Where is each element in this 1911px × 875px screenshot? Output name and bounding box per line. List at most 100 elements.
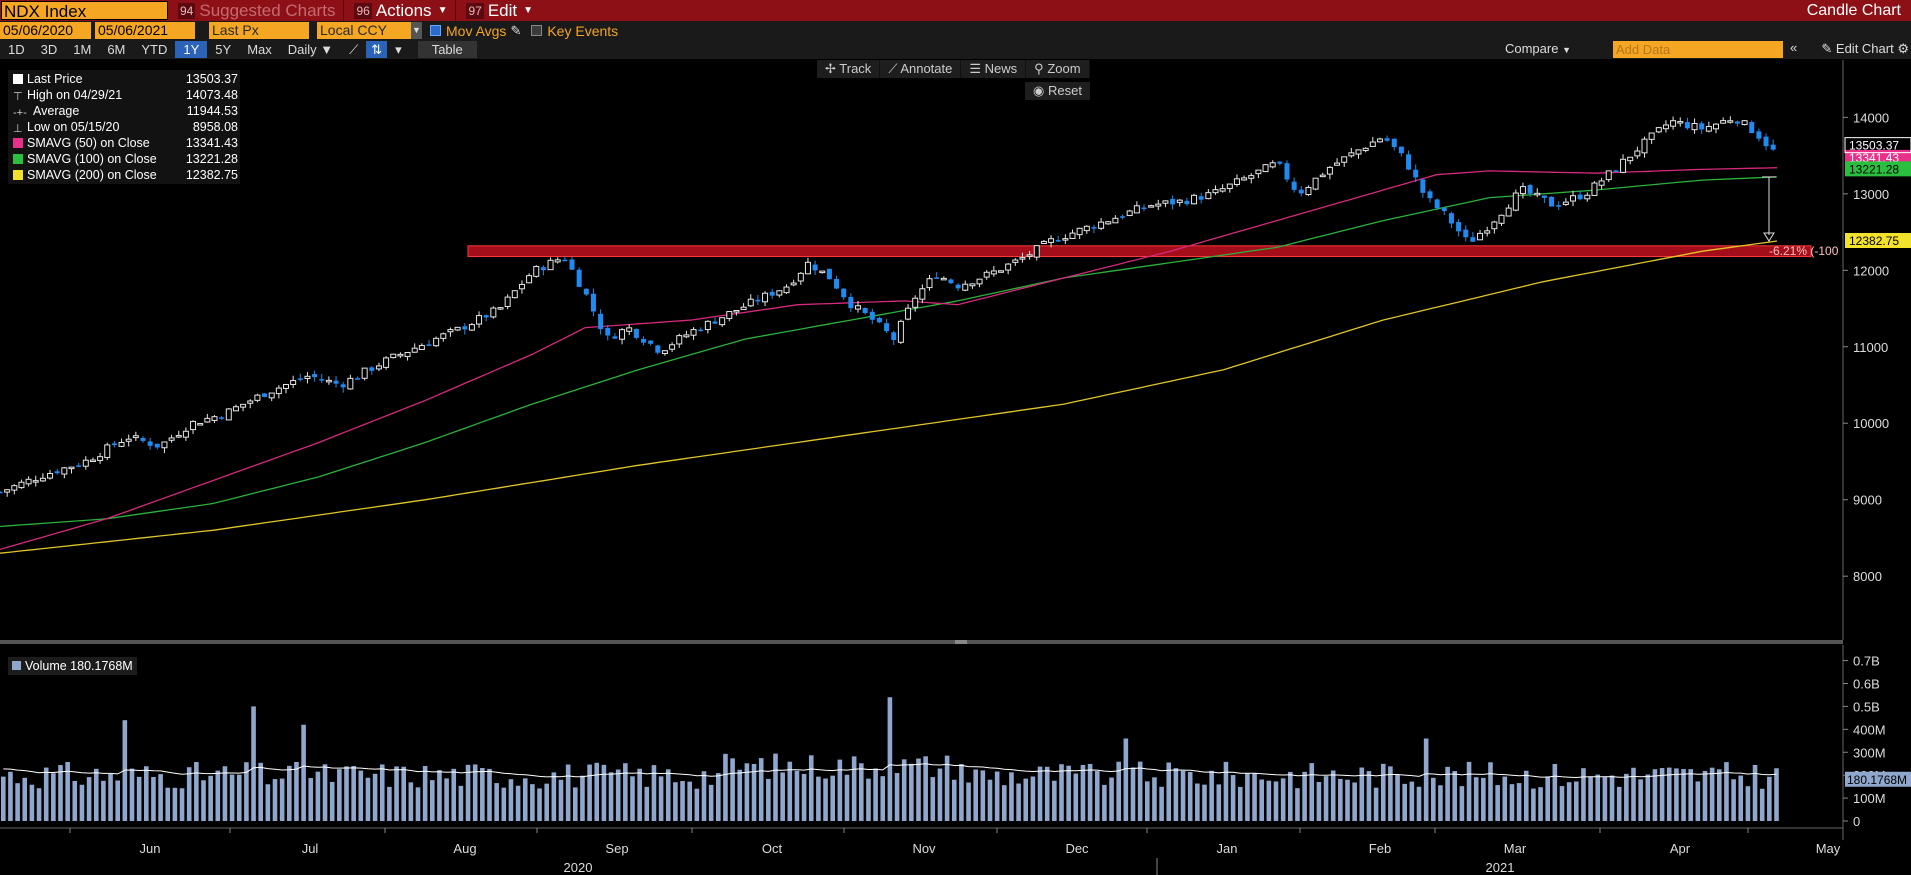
candle-body <box>869 311 875 320</box>
legend-row-average[interactable]: -+- Average 11944.53 <box>10 103 238 119</box>
volume-bar <box>1681 769 1686 821</box>
volume-bar <box>165 787 171 821</box>
date-to-input[interactable]: 05/06/2021 <box>95 22 195 39</box>
candle-body <box>783 286 790 294</box>
radio-icon: ◉ <box>1033 83 1045 98</box>
collapse-icon[interactable]: « <box>1790 40 1798 55</box>
volume-bar <box>201 780 206 821</box>
volume-bar <box>930 777 936 821</box>
actions-menu[interactable]: 96 Actions ▼ <box>354 1 447 21</box>
volume-bar <box>580 775 585 821</box>
volume-bar <box>587 764 592 821</box>
mov-avgs-checkbox[interactable] <box>430 25 441 36</box>
annotate-tool[interactable]: ⟋ Annotate <box>880 60 962 78</box>
volume-bar <box>1187 771 1193 821</box>
legend-row-sma100[interactable]: SMAVG (100) on Close 13221.28 <box>10 151 238 167</box>
chevron-down-icon[interactable]: ▼ <box>411 22 422 39</box>
currency-select[interactable]: Local CCY <box>317 22 411 39</box>
legend-row-last-price[interactable]: Last Price 13503.37 <box>10 71 238 87</box>
volume-bar <box>1588 776 1593 821</box>
track-tool[interactable]: ✢ Track <box>817 60 881 78</box>
candle-body <box>1112 217 1119 224</box>
add-data-input[interactable]: Add Data <box>1613 41 1783 58</box>
candle-body <box>804 261 811 275</box>
candle-body <box>983 271 990 278</box>
volume-bar <box>651 765 657 821</box>
period-max[interactable]: Max <box>247 42 272 57</box>
volume-bar <box>451 768 457 821</box>
volume-bar <box>1731 779 1736 821</box>
period-1y[interactable]: 1Y <box>175 41 208 58</box>
volume-legend[interactable]: Volume 180.1768M <box>8 657 137 675</box>
line-chart-icon[interactable]: ⟋ <box>349 42 359 57</box>
candle-body <box>884 323 890 332</box>
suggested-charts-menu[interactable]: 94 Suggested Charts <box>178 1 335 21</box>
volume-bar <box>1309 763 1315 821</box>
zoom-tool[interactable]: ⚲ Zoom <box>1026 60 1090 78</box>
key-events-label[interactable]: Key Events <box>547 22 619 39</box>
pane-resize-handle[interactable] <box>955 640 967 644</box>
volume-bar <box>601 764 607 821</box>
volume-bar <box>1466 761 1472 821</box>
sma100-price-label: 13221.28 <box>1849 162 1899 176</box>
edit-menu[interactable]: 97 Edit ▼ <box>466 1 533 21</box>
volume-bar <box>830 775 835 821</box>
period-5y[interactable]: 5Y <box>215 42 232 57</box>
period-3d[interactable]: 3D <box>40 42 58 57</box>
volume-bar <box>1237 786 1243 821</box>
edit-chart-button[interactable]: ✎ Edit Chart ⚙ <box>1821 41 1909 57</box>
candle-body <box>297 378 303 380</box>
candle-body <box>182 430 189 438</box>
candle-body <box>740 306 747 311</box>
volume-bar <box>544 783 549 821</box>
candle-body <box>1170 198 1176 205</box>
period-ytd[interactable]: YTD <box>141 42 168 57</box>
volume-bar <box>1395 774 1400 821</box>
sma-path <box>0 176 1778 528</box>
legend-row-sma50[interactable]: SMAVG (50) on Close 13341.43 <box>10 135 238 151</box>
candle-body <box>1012 259 1019 263</box>
volume-bar <box>901 759 907 821</box>
candle-body <box>762 292 769 303</box>
interval-select[interactable]: Daily ▼ <box>280 41 341 58</box>
field-select[interactable]: Last Px <box>209 22 309 39</box>
volume-bar <box>923 756 928 821</box>
candle-body <box>897 320 904 343</box>
volume-tick-label: 300M <box>1853 745 1886 760</box>
period-1m[interactable]: 1M <box>73 42 92 57</box>
track-label: Track <box>839 61 872 76</box>
legend-row-high[interactable]: ⊤ High on 04/29/21 14073.48 <box>10 87 238 103</box>
candle-body <box>1005 263 1012 271</box>
candle-body <box>476 315 483 325</box>
candle-body <box>111 443 117 446</box>
candle-body <box>68 466 75 470</box>
news-tool[interactable]: ☰ News <box>961 60 1027 78</box>
period-1d[interactable]: 1D <box>8 42 25 57</box>
candle-body <box>312 374 318 378</box>
candle-body <box>755 299 761 302</box>
chevron-down-icon[interactable]: ▾ <box>395 42 402 57</box>
date-from-input[interactable]: 05/06/2020 <box>0 22 91 39</box>
candle-body <box>569 259 575 270</box>
period-6m[interactable]: 6M <box>107 42 126 57</box>
mov-avgs-label[interactable]: Mov Avgs <box>446 22 507 39</box>
candle-body <box>905 307 912 320</box>
legend-row-low[interactable]: ⊥ Low on 05/15/20 8958.08 <box>10 119 238 135</box>
reset-button[interactable]: ◉ Reset <box>1025 82 1090 100</box>
candle-body <box>1162 200 1169 204</box>
candle-body <box>955 284 961 289</box>
key-events-checkbox[interactable] <box>531 25 543 36</box>
volume-bar <box>229 774 235 821</box>
pencil-icon[interactable]: ✎ <box>510 22 522 38</box>
candle-body <box>726 311 733 320</box>
volume-bar <box>551 772 557 821</box>
table-button[interactable]: Table <box>417 41 477 58</box>
legend-row-sma200[interactable]: SMAVG (200) on Close 12382.75 <box>10 167 238 183</box>
candle-chart-icon[interactable]: ⇅ <box>366 41 388 58</box>
x-axis: Jun Jul Aug Sep Oct Nov Dec Jan Feb Mar Apr May 2020… <box>0 827 1843 875</box>
volume-bar <box>93 768 99 821</box>
ticker-input[interactable]: NDX Index <box>1 1 168 21</box>
volume-bar <box>859 763 864 821</box>
compare-menu[interactable]: Compare ▼ <box>1505 41 1571 56</box>
chart-area[interactable]: 8000 9000 10000 11000 12000 13000 14000 -6.21%… <box>0 60 1911 875</box>
